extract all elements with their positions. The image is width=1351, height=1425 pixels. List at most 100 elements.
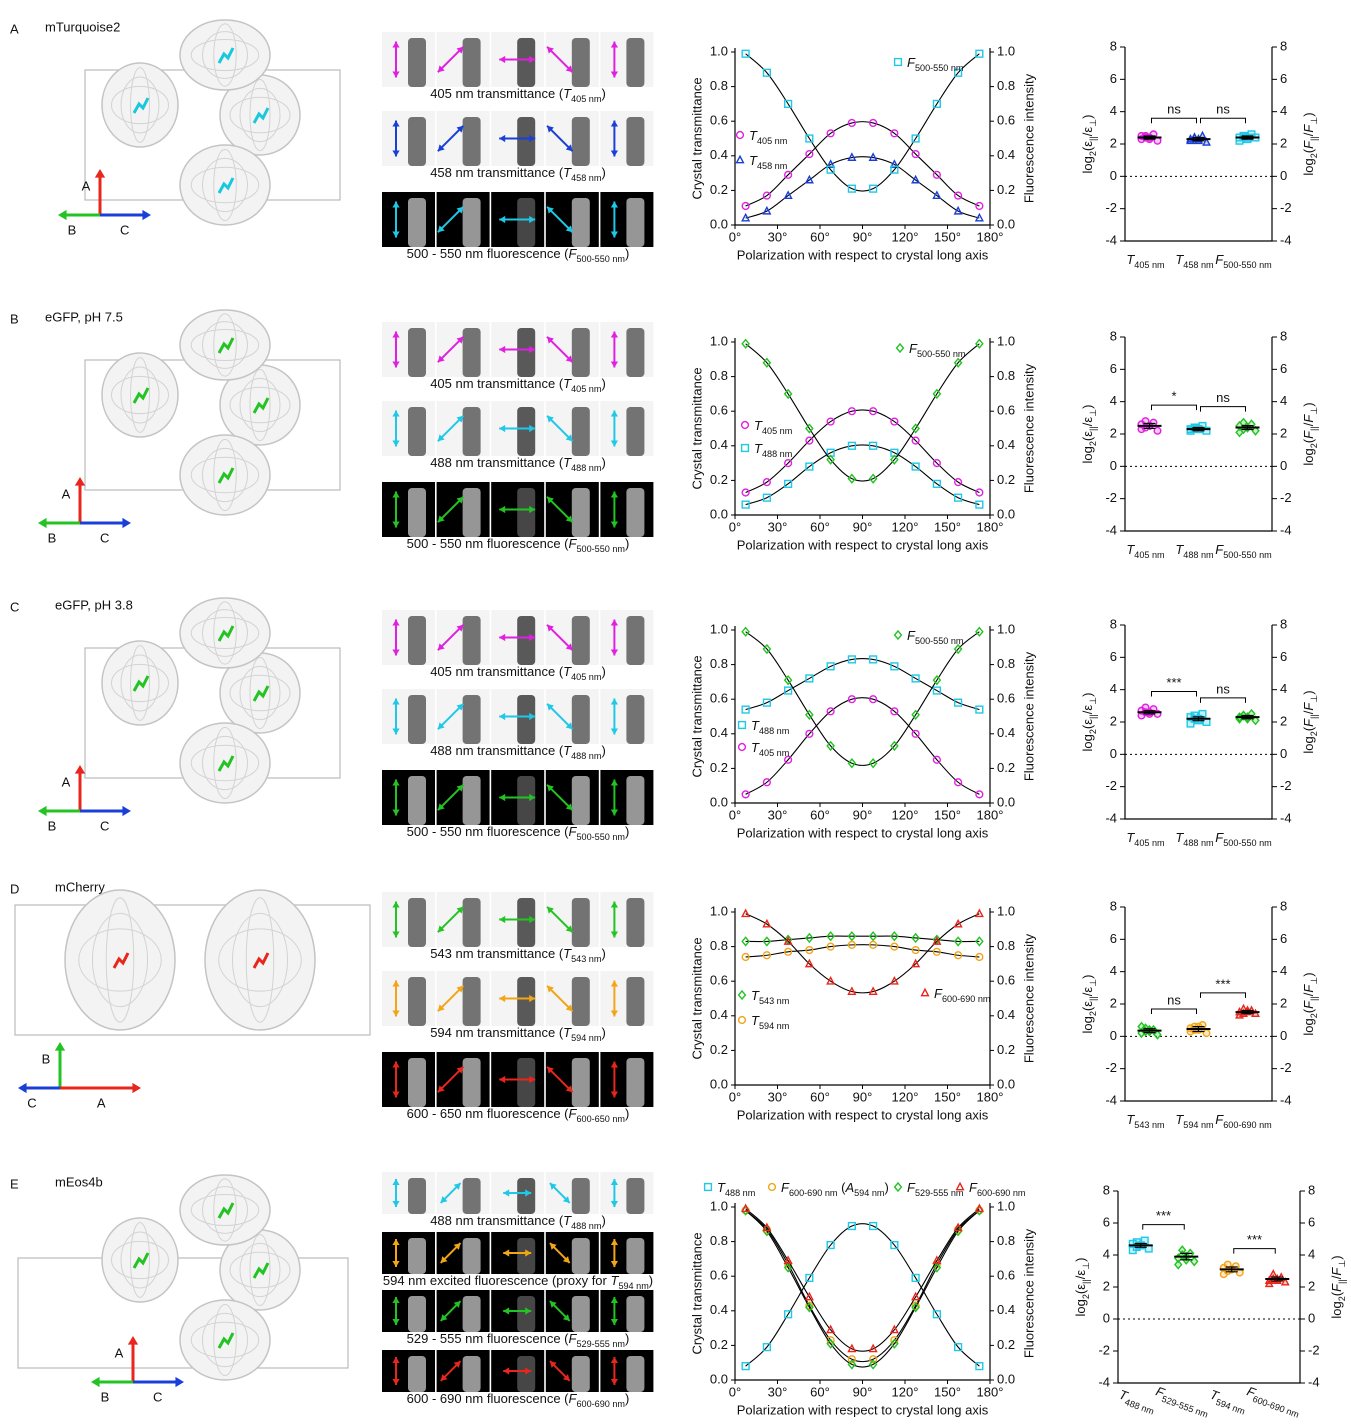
legend-marker (742, 445, 749, 452)
y2-axis-label-part: ⊥ (1309, 695, 1319, 703)
crystal (572, 616, 590, 665)
x-axis-label: Polarization with respect to crystal lon… (737, 1107, 989, 1122)
x-tick-label: 180° (977, 807, 1004, 822)
image-caption-part: 500-550 nm (576, 254, 625, 264)
category-label: T458 nm (1175, 252, 1213, 270)
y2-tick-label: 0.6 (997, 403, 1015, 418)
image-caption-part: 600-650 nm (576, 1114, 625, 1124)
arrow-head (122, 806, 131, 816)
crystal (626, 616, 644, 665)
image-caption-part: ) (601, 743, 605, 758)
image-caption-part: 488 nm (571, 463, 601, 473)
image-caption-part: 529-555 nm (576, 1339, 625, 1349)
y2-tick-label: 0.8 (997, 938, 1015, 953)
axis-frame (1125, 907, 1272, 1101)
axis-label: C (27, 1095, 36, 1110)
y2-tick-label: 0.4 (997, 147, 1015, 162)
category-label: F500-550 nm (1215, 252, 1272, 270)
crystal (572, 1296, 590, 1332)
image-caption: 500 - 550 nm fluorescence (F500-550 nm) (407, 246, 630, 264)
y-axis-label-part: ⊥ (1081, 1262, 1091, 1270)
x-tick-label: 120° (892, 1384, 919, 1399)
panel-title: mTurquoise2 (45, 19, 120, 34)
y2-axis-label-part: ) (1301, 112, 1316, 116)
significance-label: *** (1215, 976, 1230, 991)
y-axis-label: Crystal transmittance (689, 1232, 704, 1354)
category-label-part: 500-550 nm (1223, 260, 1272, 270)
category-label: F500-550 nm (1215, 542, 1272, 560)
significance-bracket (1152, 405, 1197, 410)
crystal (517, 1058, 535, 1107)
x-tick-label: 30° (768, 1384, 788, 1399)
crystal (517, 898, 535, 947)
x-tick-label: 30° (768, 519, 788, 534)
crystal (572, 1238, 590, 1274)
y-tick-label: 0.8 (710, 368, 728, 383)
panel-title: mCherry (55, 879, 105, 894)
category-label: F600-690 nm (1244, 1384, 1303, 1420)
legend-marker (737, 132, 744, 139)
crystal (408, 977, 426, 1026)
y-axis-label-part: ) (1080, 115, 1095, 119)
x-tick-label: 180° (977, 1384, 1004, 1399)
category-label-part: 529-555 nm (1160, 1394, 1209, 1420)
image-caption-part: 543 nm (571, 954, 601, 964)
y-axis-label-part: log (1080, 156, 1095, 173)
axis-label: B (42, 1051, 51, 1066)
y2-tick-label: -2 (1280, 490, 1292, 505)
category-label: T543 nm (1126, 1112, 1164, 1130)
x-tick-label: 0° (729, 229, 741, 244)
significance-label: ns (1216, 102, 1230, 117)
category-label-part: 594 nm (1183, 1120, 1213, 1130)
legend-label-part: 405 nm (759, 748, 789, 758)
significance-bracket (1201, 407, 1246, 412)
fit-curve (746, 659, 980, 710)
y-axis-label-part: (ε (1080, 719, 1095, 729)
axis-label: C (120, 222, 129, 237)
y-axis-label: log2(ε||/ε⊥) (1073, 1258, 1091, 1317)
y-axis-label-part: ⊥ (1088, 119, 1098, 127)
crystal (626, 898, 644, 947)
y2-tick-label: 4 (1280, 103, 1287, 118)
y-tick-label: 0.2 (710, 182, 728, 197)
image-caption-part: 594 nm excited fluorescence (proxy for (383, 1273, 611, 1288)
x-tick-label: 90° (853, 1384, 873, 1399)
legend-label-part: 488 nm (762, 449, 792, 459)
crystal (572, 977, 590, 1026)
y-axis-label-part: ⊥ (1088, 697, 1098, 705)
y-tick-label: -2 (1098, 1342, 1110, 1357)
significance-bracket (1152, 1009, 1197, 1014)
y-tick-label: 8 (1103, 1182, 1110, 1197)
arrow-head (142, 210, 151, 220)
crystal (572, 1178, 590, 1214)
data-point (742, 910, 749, 916)
legend-label: T405 nm (749, 128, 787, 146)
axis-label: A (62, 774, 71, 789)
legend-label: F529-555 nm (907, 1180, 964, 1198)
axis-label: B (48, 530, 57, 545)
y2-tick-label: 4 (1280, 963, 1287, 978)
y-tick-label: -4 (1105, 232, 1117, 247)
y2-tick-label: 0.8 (997, 1233, 1015, 1248)
image-caption-part: 405 nm (571, 94, 601, 104)
category-label-part: 600-690 nm (1251, 1394, 1300, 1420)
y-tick-label: -2 (1105, 200, 1117, 215)
y-tick-label: 0.8 (710, 938, 728, 953)
crystal (408, 695, 426, 744)
crystal (463, 1296, 481, 1332)
legend-label: T488 nm (754, 441, 792, 459)
y2-axis-label-part: log (1301, 736, 1316, 753)
y2-tick-label: -4 (1280, 232, 1292, 247)
crystal (408, 1356, 426, 1392)
image-caption-part: 594 nm transmittance ( (430, 1025, 564, 1040)
y2-axis-label: Fluorescence intensity (1021, 1228, 1036, 1358)
y2-tick-label: -2 (1280, 200, 1292, 215)
image-caption: 500 - 550 nm fluorescence (F500-550 nm) (407, 536, 630, 554)
category-label-part: 488 nm (1183, 550, 1213, 560)
crystal (572, 1058, 590, 1107)
y2-tick-label: 0.0 (997, 216, 1015, 231)
legend-label: T488 nm (717, 1180, 755, 1198)
panel-label: D (10, 881, 19, 896)
x-tick-label: 60° (810, 1089, 830, 1104)
x-tick-label: 0° (729, 519, 741, 534)
